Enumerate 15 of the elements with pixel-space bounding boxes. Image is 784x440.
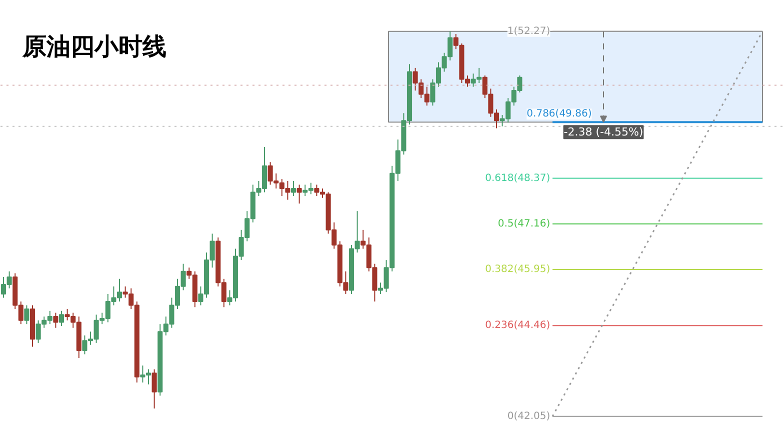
candlestick bbox=[58, 310, 64, 326]
ref-line-label: 0.382(45.95) bbox=[485, 264, 550, 275]
ref-line-label: 0(42.05) bbox=[507, 410, 550, 422]
candlestick bbox=[152, 368, 157, 409]
candlestick bbox=[53, 312, 58, 328]
candlestick bbox=[290, 180, 296, 197]
ref-line-label: 0.618(48.37) bbox=[485, 172, 550, 184]
text: 原油四小时线 bbox=[22, 34, 166, 60]
ref-line-label: 0.236(44.46) bbox=[485, 320, 550, 332]
ref-line-label: 0.786(49.86) bbox=[526, 108, 592, 120]
candlestick bbox=[24, 304, 30, 325]
text: -2.38 (-4.55%) bbox=[564, 126, 644, 139]
ref-line-label: 0.5(47.16) bbox=[498, 218, 550, 230]
candlestick bbox=[296, 184, 302, 204]
ref-line-label: 1(52.27) bbox=[507, 26, 550, 37]
